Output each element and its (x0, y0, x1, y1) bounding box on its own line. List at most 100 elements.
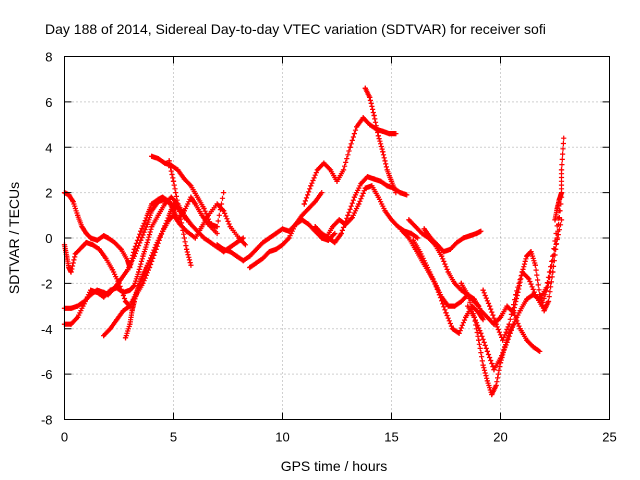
data-point (162, 160, 168, 166)
data-point (476, 310, 482, 316)
y-tick-label: 2 (45, 186, 52, 201)
data-point (384, 183, 390, 189)
data-point (480, 317, 486, 323)
series-sat-l (312, 174, 410, 246)
data-point (101, 233, 107, 239)
data-point (510, 308, 517, 314)
data-point (112, 239, 118, 246)
data-point (378, 178, 384, 184)
data-point (201, 235, 207, 241)
data-point (406, 235, 412, 241)
data-point (330, 224, 336, 230)
data-point (129, 308, 135, 314)
data-point (136, 283, 142, 289)
x-tick-label: 5 (170, 430, 177, 445)
data-point (321, 160, 327, 166)
data-point (286, 235, 292, 241)
data-point (247, 264, 253, 271)
data-point (436, 292, 443, 298)
data-point (279, 226, 286, 232)
data-point (122, 298, 129, 305)
data-point (447, 246, 453, 252)
data-point (452, 303, 458, 309)
y-tick-label: 6 (45, 95, 52, 110)
data-point (131, 298, 137, 305)
data-point (388, 178, 395, 184)
data-point (94, 287, 100, 293)
data-point (199, 212, 205, 218)
data-point (393, 190, 399, 196)
data-point (458, 280, 464, 286)
data-point (504, 339, 510, 345)
data-point (386, 131, 392, 137)
data-point (458, 287, 464, 293)
data-point (227, 224, 233, 230)
data-point (170, 212, 177, 218)
data-point (558, 167, 565, 173)
data-point (155, 212, 161, 218)
data-point (122, 335, 129, 341)
data-point (207, 221, 214, 227)
data-point (393, 131, 399, 137)
data-point (70, 199, 76, 205)
data-point (242, 242, 249, 248)
data-point (66, 192, 72, 198)
series-sat-n (362, 85, 399, 196)
x-tick-label: 15 (384, 430, 398, 445)
data-point (114, 317, 120, 323)
data-point (458, 298, 464, 305)
data-point (452, 280, 458, 286)
series-sat-i (214, 217, 338, 264)
data-point (66, 264, 72, 271)
data-point (131, 253, 137, 259)
data-point (336, 217, 342, 223)
data-point (380, 128, 386, 134)
data-point (367, 121, 373, 128)
data-point (319, 190, 325, 196)
data-point (221, 208, 227, 214)
data-point (419, 230, 425, 237)
data-point (364, 174, 371, 180)
data-point (439, 253, 445, 259)
data-point (125, 267, 131, 273)
data-point (177, 208, 183, 214)
data-point (347, 144, 353, 150)
data-point (79, 224, 85, 230)
data-point (395, 224, 401, 230)
data-point (545, 280, 552, 286)
data-point (556, 196, 562, 203)
data-point (504, 303, 510, 309)
y-tick-label: 4 (45, 140, 52, 155)
data-point (497, 355, 504, 361)
data-point (388, 217, 395, 223)
data-point (247, 253, 253, 259)
data-point (140, 271, 146, 277)
data-point (554, 205, 560, 212)
data-point (343, 221, 349, 227)
data-point (489, 391, 495, 398)
series-sat-f (122, 258, 153, 341)
y-tick-label: 8 (45, 50, 52, 65)
data-point (443, 310, 449, 316)
data-point (149, 208, 155, 214)
data-point (380, 149, 386, 155)
data-point (561, 135, 567, 141)
data-point (406, 217, 412, 223)
data-point (188, 183, 194, 189)
data-point (360, 115, 366, 121)
data-point (138, 228, 144, 234)
data-point (221, 190, 227, 196)
data-point (155, 199, 161, 205)
data-point (484, 314, 491, 321)
data-point (166, 212, 172, 218)
x-tick-label: 20 (493, 430, 507, 445)
data-point (74, 212, 81, 218)
data-point (101, 289, 107, 296)
y-tick-label: -4 (41, 322, 53, 337)
y-tick-label: 0 (45, 231, 52, 246)
data-point (338, 230, 344, 237)
data-point (194, 228, 201, 234)
data-point (456, 330, 462, 336)
data-point (175, 167, 181, 173)
data-point (266, 249, 273, 255)
